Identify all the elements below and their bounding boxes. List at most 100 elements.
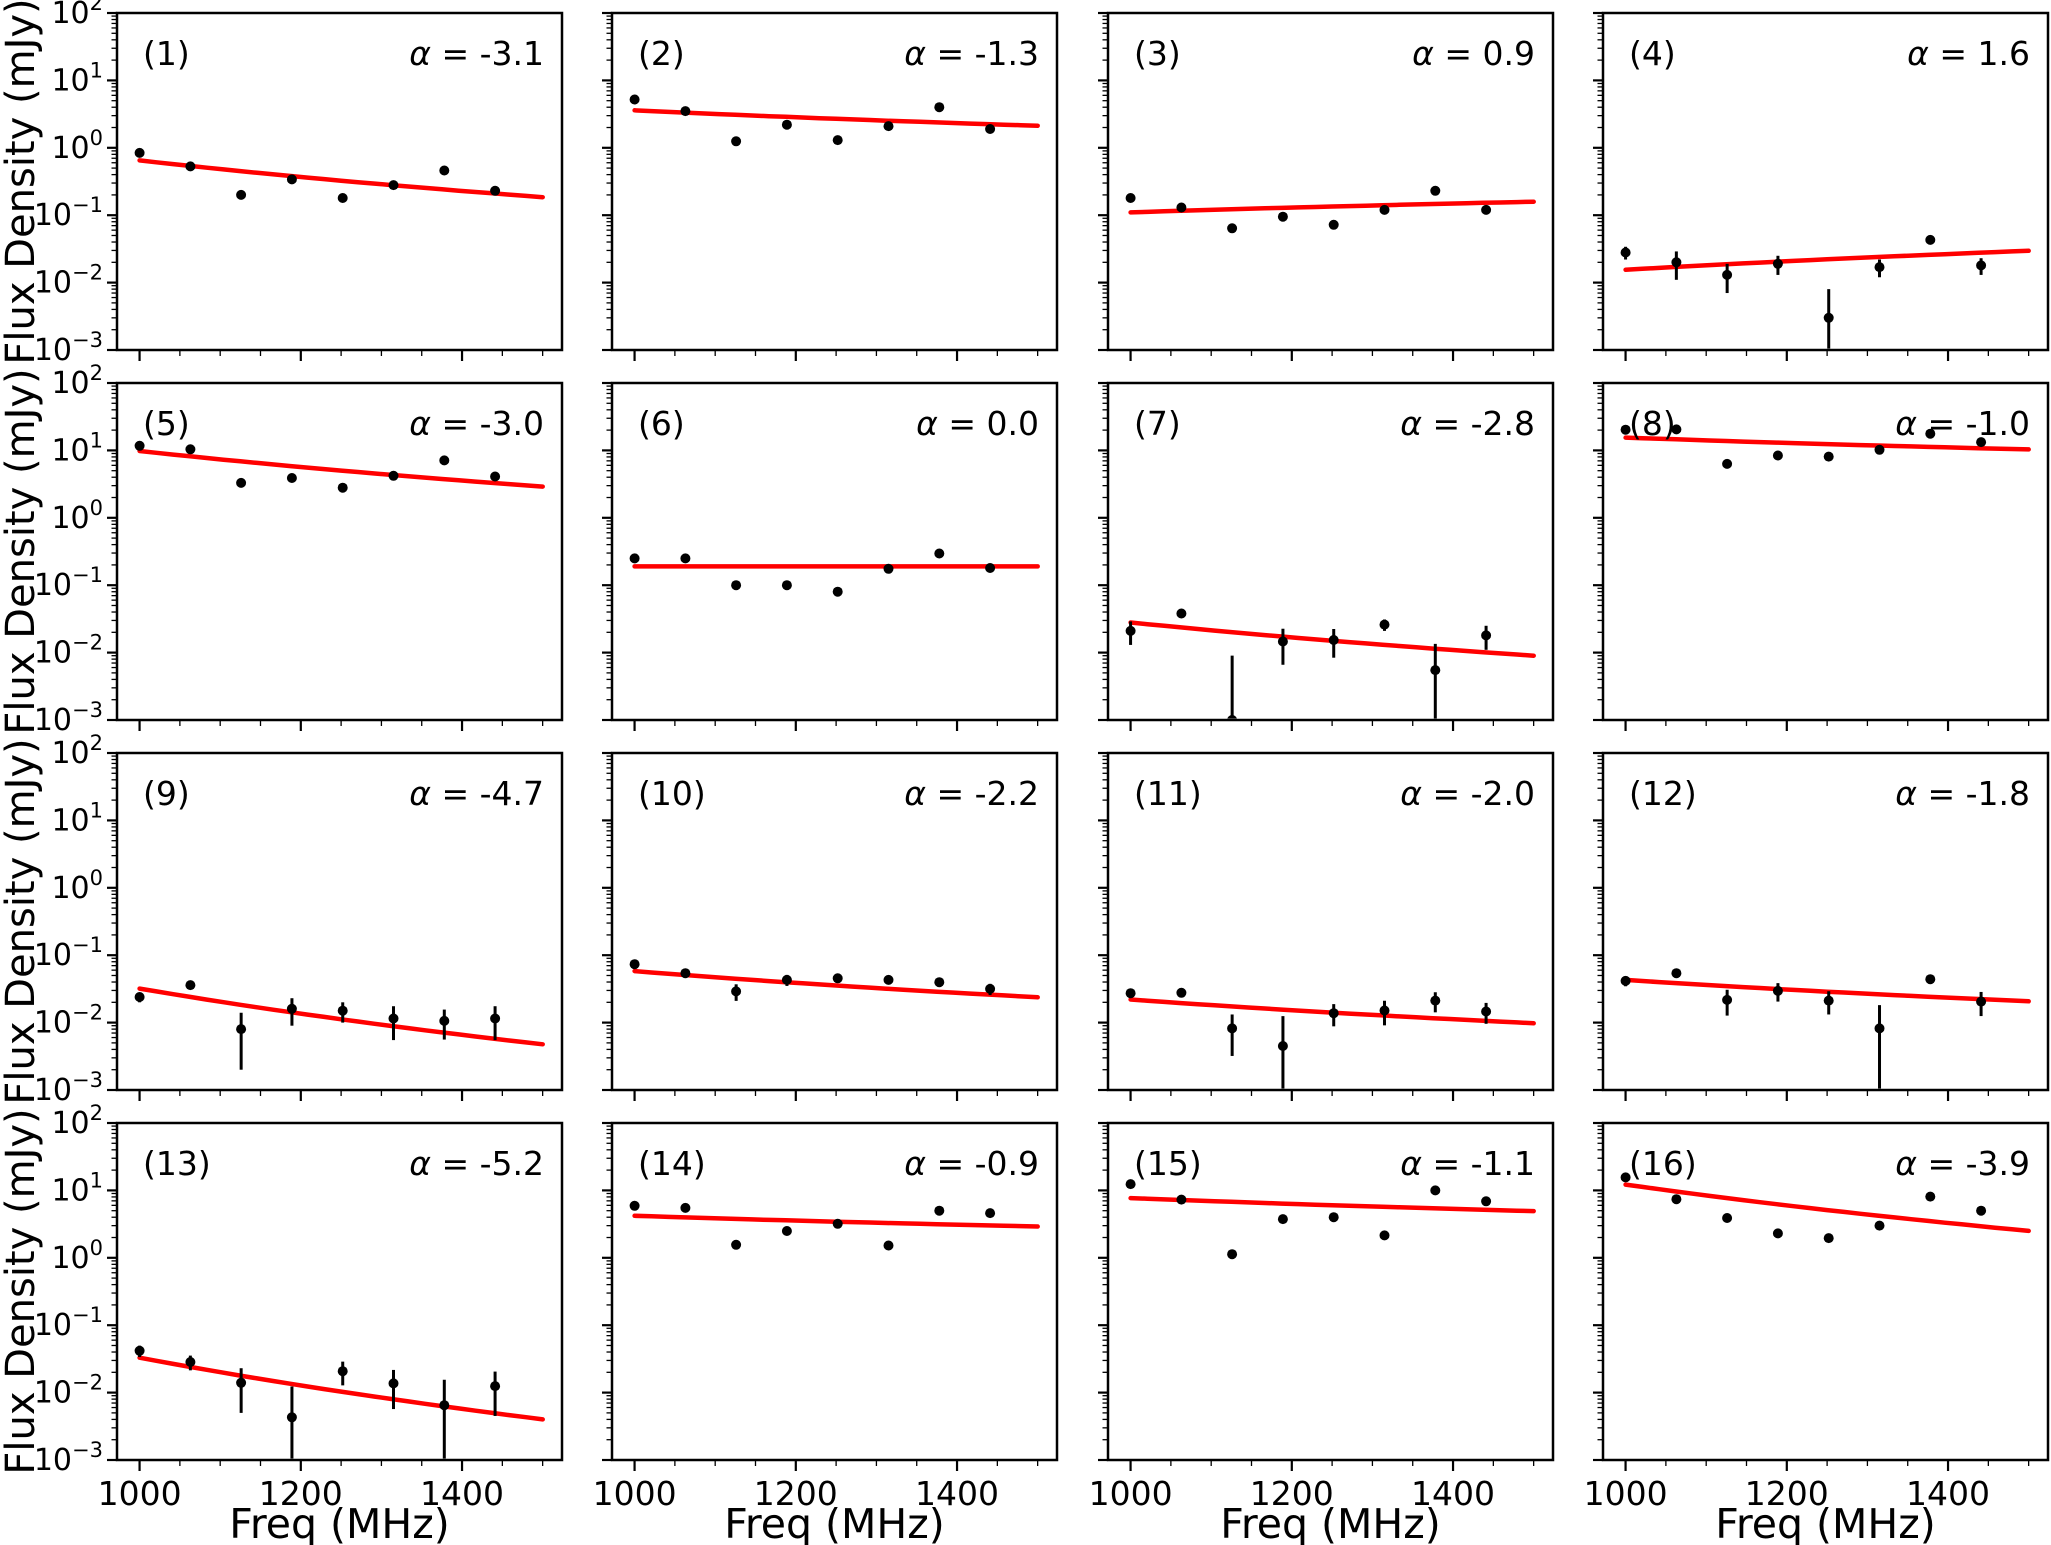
panel-frame [1601, 1121, 2050, 1462]
y-axis-title: Flux Density (mJy) [0, 0, 44, 365]
data-point [680, 1202, 691, 1213]
y-tick-label: 100 [51, 496, 103, 536]
data-point [832, 973, 843, 984]
data-point [490, 471, 501, 482]
y-tick-base: 10 [51, 871, 89, 906]
panel-7: (7) α = -2.8 [1098, 381, 1555, 731]
panel-number-label: (2) [638, 34, 685, 73]
fit-line [1623, 435, 2031, 452]
alpha-symbol: α [904, 774, 926, 813]
x-axis-title: Freq (MHz) [1715, 1500, 1936, 1545]
alpha-value: = -3.0 [431, 404, 544, 443]
panel-frame [610, 751, 1059, 1092]
data-point [934, 977, 945, 988]
y-tick-base: 10 [34, 703, 72, 738]
y-tick-label: 10−2 [34, 261, 103, 301]
alpha-value: = -5.2 [431, 1144, 544, 1183]
data-point [781, 580, 792, 591]
data-point [680, 106, 691, 117]
alpha-label: α = 0.9 [1412, 34, 1535, 73]
data-point [1379, 1005, 1390, 1016]
alpha-label: α = -2.0 [1400, 774, 1535, 813]
data-point [1481, 1006, 1492, 1017]
data-point [1227, 1023, 1238, 1034]
data-point [1772, 450, 1783, 461]
data-point [388, 180, 399, 191]
data-point [1481, 1196, 1492, 1207]
panel-frame [1106, 751, 1555, 1092]
x-tick-label: 1200 [1745, 1474, 1829, 1513]
data-point [832, 135, 843, 146]
x-tick-label: 1200 [259, 1474, 343, 1513]
panel-number-label: (13) [143, 1144, 211, 1183]
data-point [1328, 635, 1339, 645]
panel-9: (9) α = -4.7 [107, 751, 564, 1101]
panel-frame [115, 11, 564, 352]
panel-4: (4) α = 1.6 [1593, 11, 2050, 361]
panel-frame [115, 1121, 564, 1462]
alpha-symbol: α [1895, 1144, 1917, 1183]
data-point [1874, 1023, 1885, 1034]
data-point [1823, 312, 1834, 323]
data-point [1430, 1185, 1441, 1196]
x-axis-title: Freq (MHz) [724, 1500, 945, 1545]
data-point [1328, 1212, 1339, 1223]
data-point [1722, 994, 1733, 1005]
alpha-value: = -1.3 [926, 34, 1039, 73]
panel-number-label: (1) [143, 34, 190, 73]
y-tick-exponent: 1 [90, 798, 103, 822]
data-point [1671, 968, 1682, 979]
data-point [731, 580, 742, 591]
data-point [1671, 1194, 1682, 1205]
data-point [286, 1003, 297, 1014]
data-point [985, 1208, 996, 1219]
y-tick-label: 10−2 [34, 1371, 103, 1411]
data-point [781, 974, 792, 985]
data-point [731, 1239, 742, 1250]
data-point [1176, 1194, 1187, 1205]
data-point [1976, 996, 1987, 1007]
y-tick-exponent: 0 [90, 866, 103, 890]
alpha-label: α = 1.6 [1907, 34, 2030, 73]
y-axis-title: Flux Density (mJy) [0, 1108, 44, 1474]
data-point [1176, 608, 1187, 619]
data-point [832, 1218, 843, 1229]
panel-3: (3) α = 0.9 [1098, 11, 1555, 361]
y-tick-base: 10 [34, 1376, 72, 1411]
panel-1: (1) α = -3.1 [107, 11, 564, 361]
data-point [1976, 260, 1987, 271]
data-point [1925, 974, 1936, 985]
alpha-symbol: α [409, 34, 431, 73]
data-point [883, 121, 894, 132]
data-point [1379, 619, 1390, 630]
data-point [185, 1357, 196, 1367]
x-tick-label: 1400 [1411, 1474, 1495, 1513]
y-tick-exponent: −1 [72, 563, 103, 587]
data-point [1772, 985, 1783, 996]
panel-number-label: (11) [1134, 774, 1202, 813]
x-tick-label: 1200 [754, 1474, 838, 1513]
alpha-symbol: α [409, 404, 431, 443]
data-point [629, 553, 640, 564]
panel-12: (12) α = -1.8 [1593, 751, 2050, 1101]
panel-number-label: (12) [1629, 774, 1697, 813]
y-tick-base: 10 [34, 1308, 72, 1343]
fit-line [632, 968, 1040, 1000]
data-point [490, 1381, 501, 1392]
alpha-symbol: α [1895, 404, 1917, 443]
data-point [883, 1240, 894, 1251]
panel-frame [115, 751, 564, 1092]
data-point [439, 1400, 450, 1411]
data-point [1379, 204, 1390, 215]
panel-8: (8) α = -1.0 [1593, 381, 2050, 731]
data-point [1925, 1191, 1936, 1202]
y-tick-base: 10 [34, 636, 72, 671]
data-point [629, 1200, 640, 1211]
fit-line [137, 1355, 545, 1422]
panel-number-label: (8) [1629, 404, 1676, 443]
panel-number-label: (9) [143, 774, 190, 813]
data-point [1176, 202, 1187, 213]
data-point [1671, 424, 1682, 435]
data-point [388, 1013, 399, 1024]
